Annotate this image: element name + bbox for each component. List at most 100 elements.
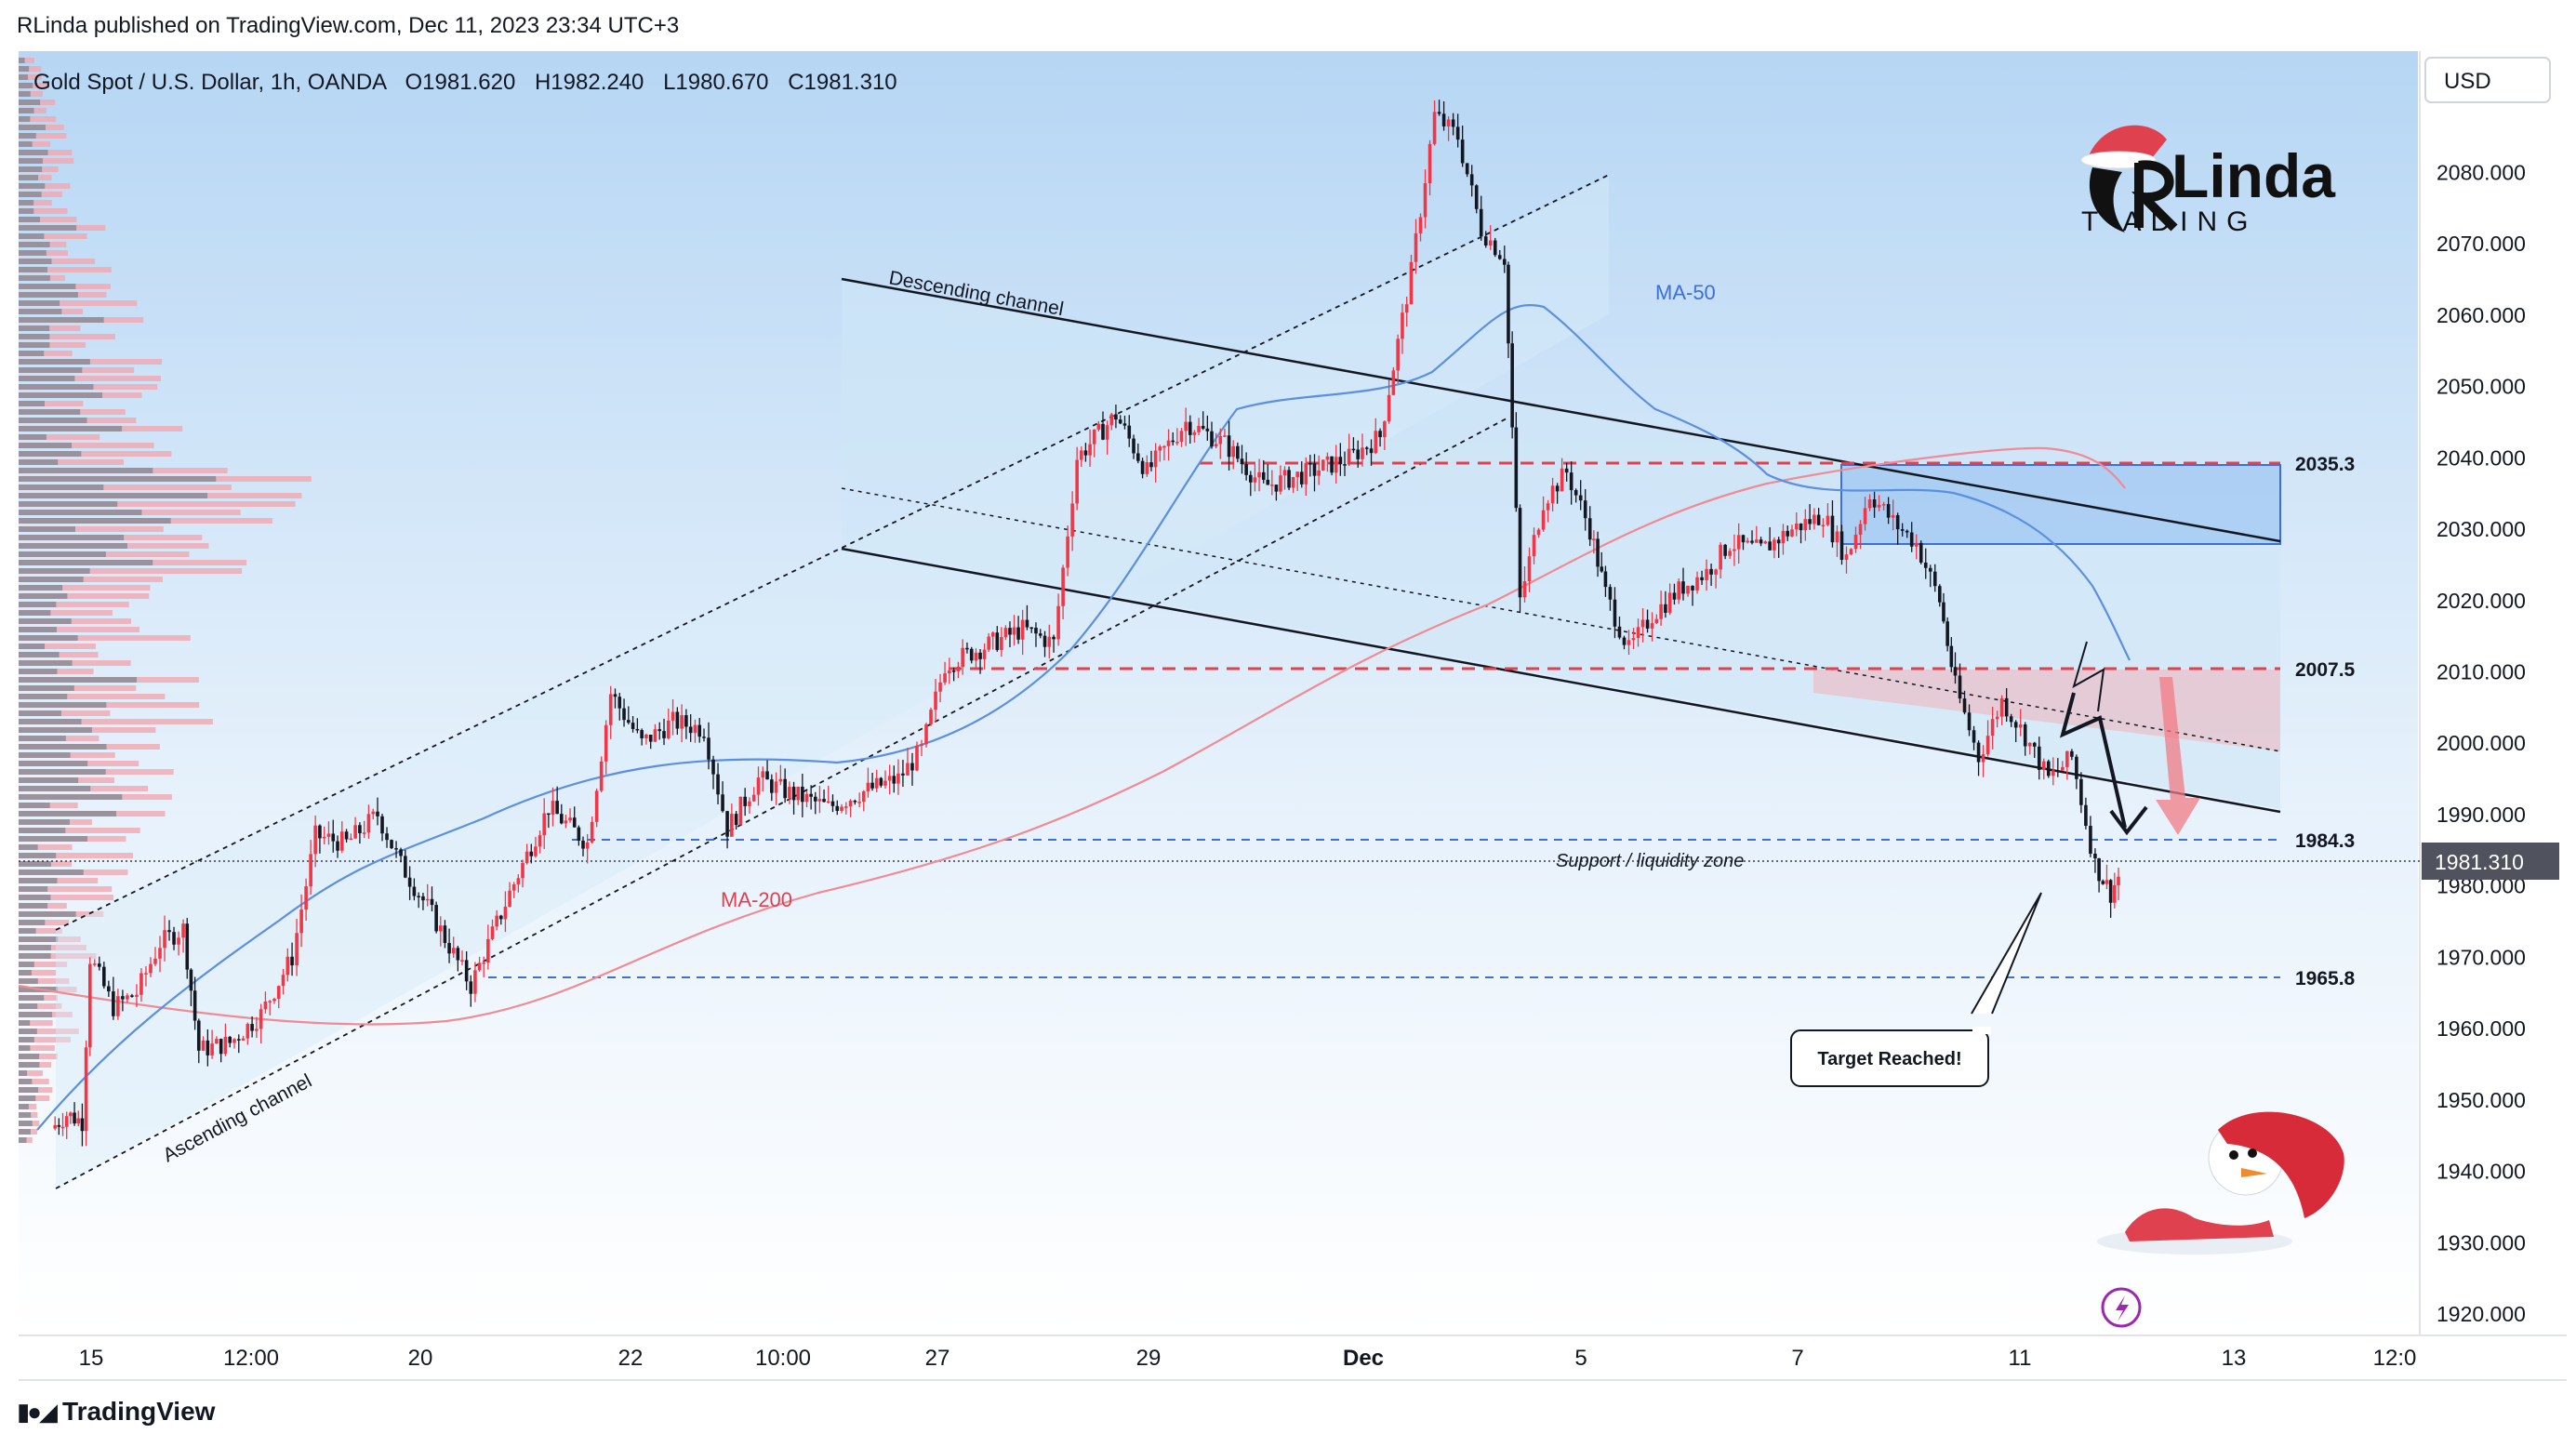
volume-bar-sell [19,141,51,147]
candle-up [1736,535,1741,550]
tradingview-footer-logo[interactable]: ▮●◢ TradingView [17,1397,215,1427]
candle-up [482,962,486,964]
volume-bar-buy [19,200,34,206]
candle-up [64,1116,69,1127]
candle-up [2052,770,2055,777]
candle-up [508,890,511,907]
ma-50-line [36,304,2131,1131]
candle-down [1502,259,1507,265]
candle-up [887,776,892,781]
candle-up [1781,530,1786,544]
volume-bar-buy [19,803,50,808]
candle-up [1096,423,1101,430]
candle-down [1776,539,1781,544]
candle-up [857,802,861,803]
target-callout-box [1790,1029,1989,1087]
price-tick-label: 2040.000 [2437,445,2526,470]
candle-down [1768,541,1772,551]
candle-down [1266,479,1270,485]
volume-bar-buy [19,828,66,833]
candle-down [702,737,706,738]
candle-up [1592,538,1596,540]
candle-down [1603,571,1608,588]
candle-down [1378,431,1382,438]
target-callout-text: Target Reached! [1817,1049,1961,1069]
candle-up [874,777,879,789]
time-tick-label: 12:00 [223,1346,279,1371]
candle-up [826,801,830,803]
volume-bar-sell [19,962,68,967]
volume-bar-buy [19,225,77,231]
currency-button-box[interactable] [2424,57,2551,103]
volume-bar-buy [19,526,76,532]
candle-down [1118,419,1122,424]
candle-up [1070,503,1074,537]
candle-up [438,925,443,932]
ma-200-line [18,446,2126,1026]
price-axis[interactable]: 2080.000 2070.000 2060.000 2050.000 2040.000… [2437,160,2526,1326]
candle-down [1114,414,1118,420]
candle-down [1962,698,1967,713]
candle-up [2105,880,2109,884]
candle-up [653,729,657,742]
candle-down [1351,448,1356,451]
candle-down [358,825,362,834]
volume-bar-buy [19,208,34,214]
candle-down [1083,450,1088,456]
volume-bar-buy [19,217,41,222]
candle-down [456,948,460,961]
candle-down [822,799,826,803]
volume-bar-sell [19,300,138,306]
candle-up [1321,459,1325,471]
candle-up [1197,426,1201,432]
volume-bar-buy [19,141,33,147]
volume-bar-sell [19,828,140,833]
candle-up [210,1043,214,1055]
candle-down [1923,562,1928,568]
candle-up [1844,554,1849,560]
candle-down [2009,716,2013,723]
candle-down [1583,500,1587,519]
volume-bar-buy [19,459,59,465]
volume-bar-buy [19,325,50,331]
volume-bar-sell [19,610,113,616]
candle-down [1474,185,1479,209]
lightning-bolt [2116,1295,2129,1321]
candle-down [2004,697,2009,717]
candle-up [1794,523,1799,530]
candle-up [1020,619,1025,640]
volume-bar-buy [19,853,57,858]
candle-up [1746,540,1750,543]
candle-up [201,1040,206,1051]
candle-down [1122,423,1127,426]
volume-bar-buy [19,1037,34,1042]
candle-up [1812,514,1816,524]
volume-bar-buy [19,1112,32,1118]
candle-down [498,915,503,920]
candle-up [1981,754,1985,763]
volume-bar-buy [19,367,83,373]
volume-bar-buy [19,627,57,632]
candle-down [1507,264,1510,344]
candle-up [1012,627,1016,635]
snowman-sticker [2097,1111,2344,1255]
volume-bar-buy [19,1129,31,1135]
candle-down [318,825,322,839]
volume-bar-buy [19,242,50,247]
time-axis[interactable]: 15 12:00 20 22 10:00 27 29 Dec 5 7 11 13 12:0 [79,1346,2417,1371]
candle-down [1287,470,1291,488]
volume-bar-sell [19,895,113,900]
candle-up [1387,394,1391,422]
candle-up [486,938,490,963]
volume-bar-sell [19,978,70,984]
candle-up [883,780,887,786]
tradingview-footer-text: TradingView [62,1397,216,1426]
candle-up [861,790,866,803]
price-tick-label: 2030.000 [2437,517,2526,541]
currency-button[interactable]: USD [2444,69,2491,94]
candle-down [555,801,559,815]
volume-bar-sell [19,351,73,356]
volume-bar-sell [19,878,99,883]
candle-down [1723,544,1727,556]
